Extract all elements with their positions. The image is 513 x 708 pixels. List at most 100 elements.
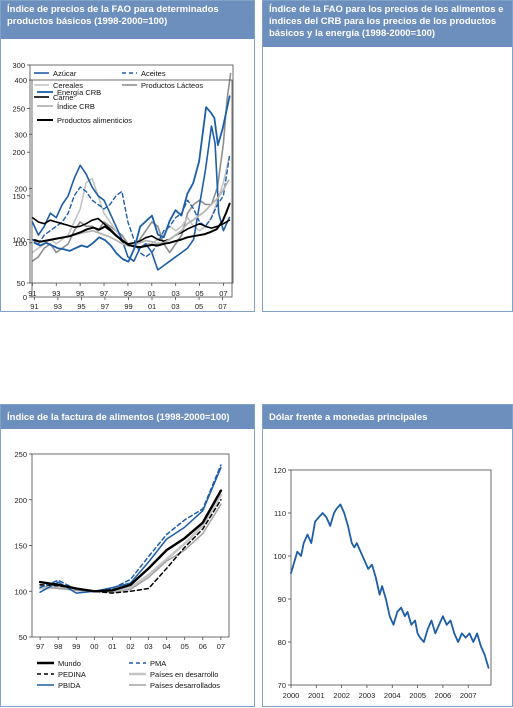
y-tick-label: 90 [278, 595, 286, 604]
x-tick-label: 07 [219, 289, 227, 298]
series-line-paises-desarrollados [39, 503, 222, 593]
x-tick-label: 04 [162, 642, 170, 651]
legend-label: PBIDA [58, 681, 81, 690]
x-tick-label: 93 [52, 289, 60, 298]
x-tick-label: 2001 [308, 691, 325, 700]
x-tick-label: 01 [108, 642, 116, 651]
legend-label: Azúcar [53, 69, 77, 78]
y-tick-label: 200 [12, 148, 25, 157]
x-tick-label: 05 [195, 302, 203, 311]
y-tick-label: 70 [278, 681, 286, 690]
y-tick-label: 50 [17, 279, 25, 288]
x-tick-label: 03 [144, 642, 152, 651]
legend-label: Países en desarrollo [150, 670, 218, 679]
y-tick-label: 300 [14, 130, 27, 139]
x-tick-label: 05 [181, 642, 189, 651]
panel-title: Índice de precios de la FAO para determi… [1, 1, 254, 39]
x-tick-label: 99 [72, 642, 80, 651]
chart-food-import-bill: 50 100 150 200 250 97 98 99 00 01 02 03 04 05 06 07 Mund… [14, 450, 230, 690]
x-tick-label: 01 [148, 302, 156, 311]
x-tick-label: 05 [195, 289, 203, 298]
x-tick-label: 97 [36, 642, 44, 651]
x-tick-label: 93 [54, 302, 62, 311]
legend-label: Mundo [58, 659, 81, 668]
plot-area-frame [290, 469, 492, 686]
x-tick-label: 91 [30, 302, 38, 311]
x-tick-label: 00 [90, 642, 98, 651]
x-tick-label: 03 [172, 289, 180, 298]
series-line-azucar [31, 125, 231, 271]
y-tick-label: 100 [14, 587, 27, 596]
y-tick-label: 80 [278, 638, 286, 647]
y-tick-label: 150 [14, 542, 27, 551]
x-tick-label: 07 [218, 302, 226, 311]
legend-label: Cereales [53, 81, 83, 90]
x-tick-label: 2003 [359, 691, 376, 700]
legend: Energía CRB Índice CRB Productos alimentic… [37, 88, 132, 125]
x-tick-label: 97 [101, 302, 109, 311]
y-tick-label: 50 [19, 633, 27, 642]
x-tick-label: 98 [54, 642, 62, 651]
x-tick-label: 03 [171, 302, 179, 311]
y-tick-label: 250 [12, 105, 25, 114]
legend-label: Carne [53, 93, 73, 102]
y-tick-label: 120 [273, 466, 286, 475]
chart-panel-fao-commodity-prices: Índice de precios de la FAO para determi… [0, 0, 255, 312]
plot-area-frame [31, 453, 230, 638]
x-tick-label: 95 [77, 302, 85, 311]
legend-label: Aceites [141, 69, 166, 78]
legend-label: PEDINA [58, 670, 86, 679]
chart-fao-vs-crb: 0 100 200 300 400 91 93 95 97 99 01 03 05 07 Energía C… [14, 76, 233, 311]
legend-label: Índice CRB [57, 102, 95, 111]
x-tick-label: 99 [124, 289, 132, 298]
y-tick-label: 200 [14, 185, 27, 194]
series-line-aceites [31, 155, 231, 258]
x-tick-label: 95 [76, 289, 84, 298]
series-line-mundo [38, 489, 223, 593]
legend-label: Productos alimenticios [57, 116, 132, 125]
y-tick-label: 100 [14, 239, 27, 248]
chart-dollar-vs-currencies: 70 80 90 100 110 120 2000 2001 2002 2003 2004 2005 2… [273, 466, 492, 700]
y-tick-label: 100 [12, 235, 25, 244]
plot-area-frame [29, 64, 234, 284]
legend-label: Países desarrollados [150, 681, 220, 690]
chart-panel-food-import-bill: Índice de la factura de alimentos (1998-… [0, 404, 255, 707]
y-tick-label: 250 [14, 450, 27, 459]
panel-title: Dólar frente a monedas principales [263, 405, 512, 429]
series-line-pma [39, 464, 222, 593]
series-line-paises-en-desarrollo [38, 493, 223, 593]
x-tick-label: 07 [217, 642, 225, 651]
legend: Mundo PMA PEDINA Países en desarrollo PBIDA P… [37, 659, 220, 690]
series-line-carne [31, 216, 231, 245]
series-line-series [290, 503, 490, 669]
y-tick-label: 150 [12, 192, 25, 201]
y-tick-label: 400 [14, 76, 27, 85]
panel-title: Índice de la factura de alimentos (1998-… [1, 405, 254, 429]
y-tick-label: 110 [274, 509, 286, 518]
x-tick-label: 99 [124, 302, 132, 311]
legend-label: Energía CRB [57, 88, 101, 97]
series-line-pbida [39, 466, 222, 594]
x-tick-label: 97 [100, 289, 108, 298]
x-tick-label: 02 [126, 642, 134, 651]
x-tick-label: 2000 [283, 691, 300, 700]
series-line-pedina [39, 499, 222, 594]
x-tick-label: 01 [148, 289, 156, 298]
legend-label: Productos Lácteos [141, 81, 203, 90]
x-tick-label: 2007 [460, 691, 477, 700]
x-tick-label: 2006 [435, 691, 452, 700]
chart-panel-fao-vs-crb: Índice de la FAO para los precios de los… [14, 0, 513, 312]
legend: Azúcar Aceites Cereales Productos Lácteos Ca… [34, 69, 203, 102]
x-tick-label: 2002 [333, 691, 350, 700]
y-tick-label: 100 [273, 552, 286, 561]
panel-title: Índice de la FAO para los precios de los… [263, 1, 512, 47]
y-tick-label: 200 [14, 496, 27, 505]
y-tick-label: 300 [12, 61, 25, 70]
x-tick-label: 2004 [384, 691, 401, 700]
y-tick-label: 0 [23, 293, 27, 302]
chart-panel-dollar-vs-currencies: Dólar frente a monedas principales 70 80 9… [262, 404, 513, 707]
x-tick-label: 06 [199, 642, 207, 651]
legend-label: PMA [150, 659, 166, 668]
x-tick-label: 2005 [409, 691, 426, 700]
